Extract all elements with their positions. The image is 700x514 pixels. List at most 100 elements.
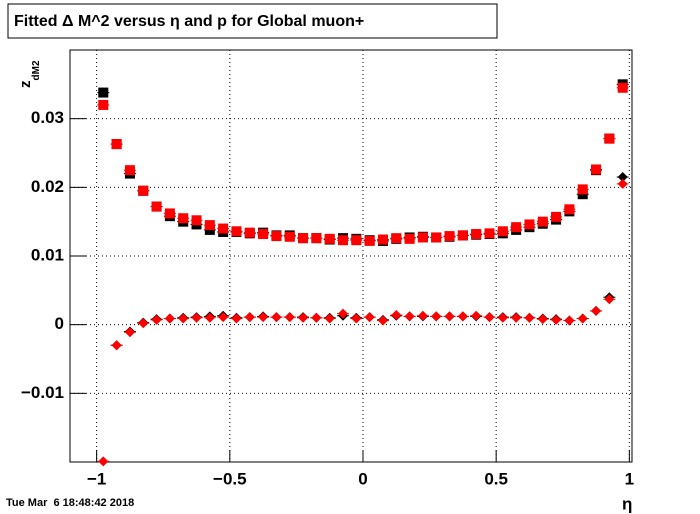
square-marker [204,220,215,231]
square-marker [577,184,588,195]
square-marker [284,231,295,242]
diamond-marker [258,312,269,323]
square-marker [391,233,402,244]
square-marker [98,87,109,98]
diamond-marker [444,311,455,322]
square-marker [244,227,255,238]
square-marker [404,233,415,244]
diamond-marker [138,318,149,329]
square-marker [444,231,455,242]
diamond-marker [311,312,322,323]
diamond-marker [98,456,109,467]
square-marker [564,204,575,215]
y-tick-label: 0.02 [31,177,64,196]
diamond-marker [204,312,215,323]
square-marker [457,230,468,241]
diamond-marker [364,312,375,323]
footer-date: Tue Mar 6 18:48:42 2018 [6,497,134,509]
diamond-marker [218,312,229,323]
square-marker [431,232,442,243]
diamond-marker [604,294,615,305]
diamond-marker [124,327,135,338]
square-marker [377,234,388,245]
square-marker [591,164,602,175]
y-tick-label: 0.01 [31,245,64,264]
diamond-marker [484,312,495,323]
square-marker [271,231,282,242]
y-label-main: z [17,81,34,89]
diamond-marker [338,308,349,319]
diamond-marker [497,312,508,323]
diamond-marker [164,313,175,324]
square-marker [124,165,135,176]
square-marker [551,211,562,222]
diamond-marker [298,312,309,323]
square-marker [351,235,362,246]
diamond-marker [391,310,402,321]
diamond-marker [577,313,588,324]
square-marker [231,226,242,237]
diamond-marker [511,312,522,323]
square-marker [311,233,322,244]
diamond-marker [151,314,162,325]
diamond-marker [377,315,388,326]
square-marker [324,233,335,244]
diamond-marker [271,312,282,323]
square-marker [417,232,428,243]
diamond-marker [617,178,628,189]
diamond-marker [457,311,468,322]
square-marker [98,99,109,110]
x-tick-label: 0 [358,469,367,488]
square-marker [218,223,229,234]
square-marker [511,222,522,233]
diamond-marker [591,305,602,316]
y-tick-label: 0.03 [31,108,64,127]
square-marker [364,235,375,246]
square-marker [471,229,482,240]
x-tick-label: −0.5 [213,469,247,488]
diamond-marker [178,313,189,324]
square-marker [524,219,535,230]
square-marker [298,233,309,244]
diamond-marker [231,313,242,324]
square-marker [484,228,495,239]
square-marker [604,133,615,144]
square-marker [338,235,349,246]
y-label-sub: dM2 [31,60,42,80]
diamond-marker [471,310,482,321]
diamond-marker [404,311,415,322]
x-axis-label: η [622,494,632,513]
square-marker [617,82,628,93]
diamond-marker [324,313,335,324]
y-axis-label: zdM2 [17,60,42,88]
square-marker [497,226,508,237]
x-tick-label: −1 [87,469,106,488]
square-marker [164,208,175,219]
square-marker [111,139,122,150]
diamond-marker [564,315,575,326]
title-box [7,3,498,39]
diamond-marker [537,314,548,325]
x-tick-label: 0.5 [484,469,508,488]
diamond-marker [351,313,362,324]
square-marker [258,229,269,240]
diamond-marker [191,312,202,323]
square-marker [537,216,548,227]
y-tick-label: 0 [55,314,64,333]
square-marker [151,201,162,212]
diamond-marker [244,312,255,323]
diamond-marker [417,310,428,321]
square-marker [138,185,149,196]
diamond-marker [284,312,295,323]
chart-title: Fitted Δ M^2 versus η and p for Global m… [14,13,364,30]
diamond-marker [431,311,442,322]
square-marker [178,213,189,224]
diamond-marker [524,312,535,323]
x-tick-label: 1 [625,469,634,488]
square-marker [191,215,202,226]
diamond-marker [551,314,562,325]
diamond-marker [617,172,628,183]
diamond-marker [111,340,122,351]
